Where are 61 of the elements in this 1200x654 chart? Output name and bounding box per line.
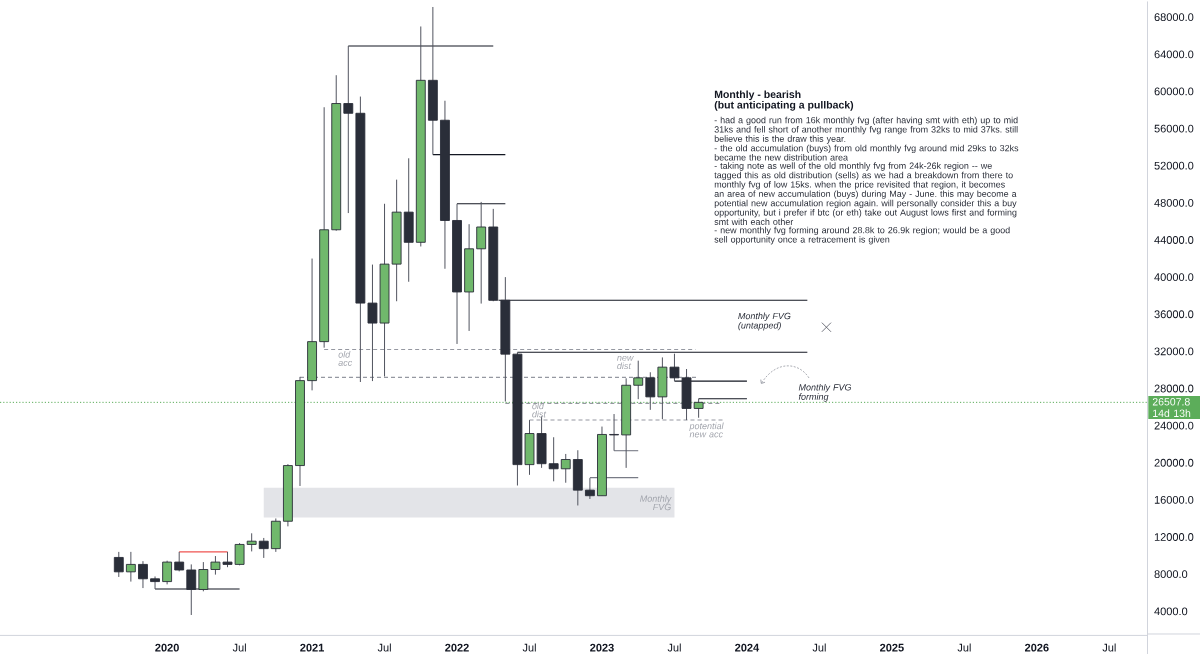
y-tick-label: 52000.0 [1154,161,1194,170]
candlestick [150,575,160,590]
annotation: - taking note as well of the old monthly fvg from 24k-26k region -- we tagged this as old distribution (sells) as we had a breakdown from there to monthly fvg of low 15ks. when the price revisited that region, it becomes an area of new accumulation (buys) during May - June. this may become a potential new accumulation region again. will personally consider this a buy opportunity, but i prefer if btc (or eth) take out August lows first and forming smt with each other [714,162,1017,225]
annotation: - had a good run from 16k monthly fvg (after having smt with eth) up to mid 31ks and fell short of another monthly fvg range from 32ks to mid 37ks. still believe this is the draw this year. [714,116,1018,144]
candlestick [584,477,595,500]
y-tick-label: 4000.0 [1154,607,1188,616]
x-tick-label: Jul [667,643,681,652]
y-tick-label: 24000.0 [1154,421,1194,430]
x-tick-label: 2020 [155,643,179,652]
x-tick-label: Jul [1102,643,1116,652]
x-tick-label: 2025 [880,643,904,652]
y-tick-label: 36000.0 [1154,310,1194,319]
y-tick-label: 48000.0 [1154,198,1194,207]
text: (but anticipating a pullback) [714,100,854,111]
y-tick-label: 20000.0 [1154,458,1194,467]
candlestick [198,561,209,592]
ref-line-label: 26507.8 14d 13h [1152,398,1191,417]
x-tick-label: 2021 [300,643,324,652]
annotation: new dist [617,355,634,370]
y-tick-label: 16000.0 [1154,495,1194,504]
y-tick-label: 28000.0 [1154,384,1194,393]
y-tick-label: 8000.0 [1154,570,1188,579]
annotation: old acc [338,351,353,366]
x-tick-label: Jul [377,643,391,652]
text: Monthly - bearish [714,90,801,101]
annotation: - the old accumulation (buys) from old monthly fvg around mid 29ks to 32ks became the new distribution area [714,144,1019,161]
candlestick [186,563,197,616]
candlestick [125,551,136,583]
annotation: Monthly FVG (untapped) [738,312,791,331]
x-tick-label: Jul [812,643,826,652]
candlestick [645,371,656,411]
annotation: - new monthly fvg forming around 28.8k to 26.9k region; would be a good sell opportunity once a retracement is given [714,226,1010,245]
candlestick [113,551,124,578]
y-tick-label: 44000.0 [1154,236,1194,244]
candlestick [560,453,571,484]
candlestick [548,436,559,482]
y-tick-label: 64000.0 [1154,50,1194,59]
text: Monthly FVG [640,495,672,511]
x-tick-label: 2023 [590,643,614,652]
candlestick [258,537,269,559]
annotation: Monthly FVG forming [798,383,852,402]
x-tick-label: 2026 [1024,643,1049,652]
candlestick [476,201,487,305]
y-tick-label: 60000.0 [1154,87,1194,96]
y-tick-label: 68000.0 [1154,13,1194,22]
x-tick-label: Jul [232,643,246,652]
y-tick-label: 12000.0 [1154,533,1194,541]
annotation: potential new acc [689,422,724,438]
candlestick [246,532,257,552]
candlestick [633,360,644,400]
annotation: old dist [532,402,547,418]
x-tick-label: Jul [957,643,971,652]
x-tick-label: 2024 [735,643,760,652]
y-tick-label: 32000.0 [1154,347,1194,356]
y-tick-label: 56000.0 [1154,124,1194,133]
y-tick-label: 40000.0 [1154,273,1194,282]
x-tick-label: Jul [522,643,536,652]
candlestick [343,45,354,214]
x-tick-label: 2022 [445,643,469,652]
candlestick [138,560,148,589]
candlestick [609,413,619,452]
